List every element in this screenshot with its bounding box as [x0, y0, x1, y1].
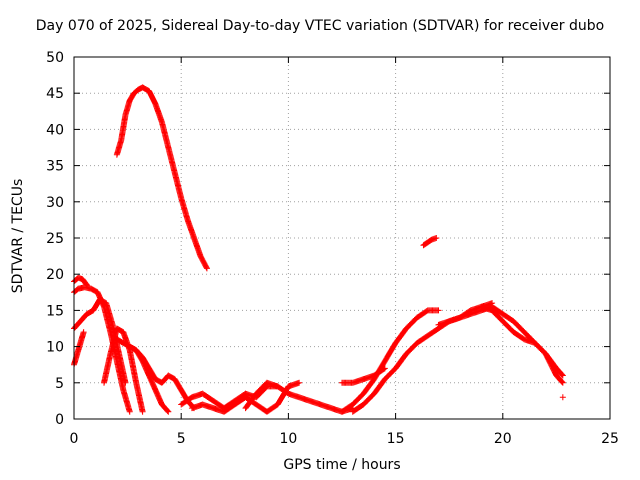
series-arc-11 — [339, 307, 442, 415]
data-point — [381, 365, 388, 372]
data-point — [274, 383, 281, 390]
data-point — [122, 379, 129, 386]
data-point — [164, 407, 171, 414]
series-arc-small — [420, 235, 440, 249]
series-arc-13 — [339, 365, 388, 386]
x-axis-label: GPS time / hours — [283, 457, 401, 473]
chart-title: Day 070 of 2025, Sidereal Day-to-day VTE… — [35, 18, 605, 34]
series-arc-9 — [188, 379, 303, 415]
x-tick-label: 5 — [177, 431, 186, 447]
data-point — [80, 329, 87, 336]
x-tick-label: 15 — [387, 431, 405, 447]
y-tick-label: 30 — [46, 195, 64, 211]
y-axis-label: SDTVAR / TECUs — [10, 178, 26, 294]
data-point — [435, 307, 442, 314]
x-tick-label: 10 — [279, 431, 297, 447]
y-tick-label: 15 — [46, 303, 64, 319]
grid — [74, 57, 610, 419]
x-tick-label: 20 — [494, 431, 512, 447]
series-arc-10 — [242, 379, 281, 412]
y-tick-label: 10 — [46, 340, 64, 356]
data-point — [433, 235, 440, 241]
series-arc-2 — [71, 274, 90, 289]
data-point — [559, 372, 566, 379]
data-point — [203, 265, 210, 272]
series-arc-high — [113, 84, 210, 272]
data-point — [83, 281, 90, 288]
data-point — [559, 394, 566, 401]
data-point — [139, 408, 146, 415]
data-point — [380, 365, 387, 372]
data-point — [165, 408, 172, 415]
series-arc-14 — [435, 303, 566, 379]
series-arc-12 — [349, 300, 496, 415]
y-tick-label: 50 — [46, 50, 64, 66]
x-tick-label: 25 — [601, 431, 619, 447]
y-tick-label: 25 — [46, 231, 64, 247]
data-point — [559, 371, 566, 378]
y-tick-label: 40 — [46, 122, 64, 138]
y-tick-label: 0 — [55, 412, 64, 428]
x-tick-label: 0 — [70, 431, 79, 447]
y-tick-label: 45 — [46, 86, 64, 102]
series-arc-15 — [478, 303, 566, 386]
series-arc-16 — [559, 394, 566, 401]
data-point — [83, 282, 90, 289]
data-point — [296, 379, 303, 386]
y-tick-label: 20 — [46, 267, 64, 283]
data-point — [203, 264, 210, 271]
y-tick-label: 5 — [55, 376, 64, 392]
data-point — [559, 378, 566, 385]
axis-ticks: 0 5 10 15 20 25 0 5 10 15 20 25 30 35 40 45 50 — [46, 50, 619, 447]
data-point — [559, 379, 566, 386]
data-point — [126, 408, 133, 415]
series-arc-4 — [71, 329, 87, 368]
y-tick-label: 35 — [46, 159, 64, 175]
data-points — [71, 84, 566, 415]
